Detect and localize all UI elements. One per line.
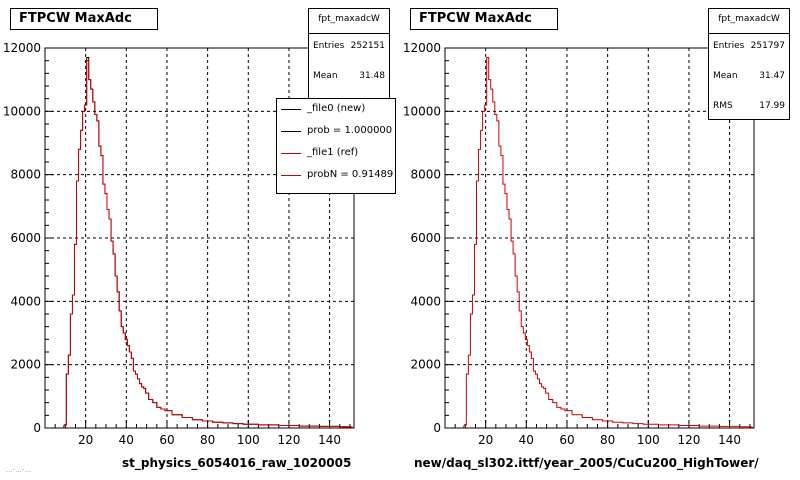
- x-axis-label: st_physics_6054016_raw_1020005: [122, 456, 352, 470]
- chart-title: FTPCW MaxAdc: [410, 8, 558, 30]
- y-tick-label: 10000: [3, 104, 41, 118]
- y-tick-label: 2000: [410, 358, 441, 372]
- y-tick-label: 0: [433, 421, 441, 435]
- cut-off-text-fragment: ...-...-...: [6, 466, 32, 474]
- stats-divider: [709, 33, 789, 34]
- stats-divider: [309, 33, 389, 34]
- y-tick-label: 4000: [410, 294, 441, 308]
- x-tick-label: 80: [200, 433, 215, 447]
- series-line-histogram: [462, 57, 755, 429]
- y-tick-label: 12000: [3, 41, 41, 55]
- y-tick-label: 6000: [410, 231, 441, 245]
- x-axis-label: new/daq_sl302.ittf/year_2005/CuCu200_Hig…: [414, 456, 759, 470]
- x-tick-label: 60: [559, 433, 574, 447]
- chart-title: FTPCW MaxAdc: [10, 8, 158, 30]
- stats-mean-label: Mean: [313, 71, 338, 81]
- y-tick-label: 8000: [410, 168, 441, 182]
- left-plot-svg: 20 40 60 80 100 120 140 0 2000 4000 6000 8000 10000 1…: [3, 41, 355, 447]
- legend: _file0 (new) prob = 1.000000 _file1 (ref…: [276, 98, 396, 194]
- legend-item: prob = 1.000000: [277, 123, 395, 141]
- x-tick-label: 120: [677, 433, 700, 447]
- x-tick-label: 20: [78, 433, 93, 447]
- legend-item: _file1 (ref): [277, 145, 395, 163]
- legend-label: _file0 (new): [307, 103, 366, 114]
- stats-entries-value: 251797: [750, 41, 785, 51]
- legend-item: probN = 0.91489: [277, 167, 395, 185]
- legend-label: _file1 (ref): [307, 147, 359, 158]
- legend-item: _file0 (new): [277, 101, 395, 119]
- y-tick-label: 12000: [403, 41, 441, 55]
- legend-swatch: [281, 131, 301, 132]
- x-tick-label: 40: [519, 433, 534, 447]
- legend-swatch: [281, 109, 301, 110]
- y-tick-label: 10000: [403, 104, 441, 118]
- stats-mean-value: 31.48: [359, 71, 385, 81]
- stats-entries-label: Entries: [313, 41, 345, 51]
- x-tick-label: 40: [119, 433, 134, 447]
- x-tick-label: 60: [159, 433, 174, 447]
- legend-label: probN = 0.91489: [307, 169, 394, 180]
- stats-entries-label: Entries: [713, 41, 745, 51]
- stats-histogram-name: fpt_maxadcW: [318, 14, 380, 24]
- y-tick-label: 6000: [10, 231, 41, 245]
- series-line--file1-ref-: [62, 60, 355, 429]
- stats-rms-label: RMS: [713, 101, 733, 111]
- stats-box: fpt_maxadcW Entries 251797 Mean 31.47 RM…: [708, 8, 790, 120]
- y-tick-label: 2000: [10, 358, 41, 372]
- x-tick-label: 140: [718, 433, 741, 447]
- y-tick-label: 0: [33, 421, 41, 435]
- stats-mean-label: Mean: [713, 71, 738, 81]
- right-chart-panel: 20 40 60 80 100 120 140 0 2000 4000 6000 8000 10000 1…: [400, 0, 800, 480]
- left-chart-panel: 20 40 60 80 100 120 140 0 2000 4000 6000 8000 10000 1…: [3, 8, 396, 470]
- x-tick-label: 100: [637, 433, 660, 447]
- stats-rms-value: 17.99: [759, 101, 785, 111]
- legend-label: prob = 1.000000: [307, 125, 393, 136]
- stats-mean-value: 31.47: [759, 71, 785, 81]
- right-plot-svg: 20 40 60 80 100 120 140 0 2000 4000 6000 8000 10000 1…: [403, 41, 755, 447]
- x-tick-label: 140: [318, 433, 341, 447]
- legend-swatch: [281, 175, 301, 176]
- x-tick-label: 120: [277, 433, 300, 447]
- x-tick-label: 80: [600, 433, 615, 447]
- stats-entries-value: 252151: [350, 41, 385, 51]
- y-tick-label: 4000: [10, 294, 41, 308]
- legend-swatch: [281, 153, 301, 154]
- x-tick-label: 100: [237, 433, 260, 447]
- y-tick-label: 8000: [10, 168, 41, 182]
- stats-histogram-name: fpt_maxadcW: [718, 14, 780, 24]
- x-tick-label: 20: [478, 433, 493, 447]
